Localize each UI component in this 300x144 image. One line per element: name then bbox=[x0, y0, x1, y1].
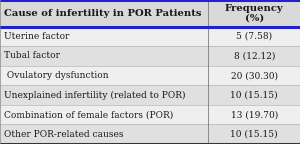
Text: 13 (19.70): 13 (19.70) bbox=[231, 110, 278, 119]
Text: Ovulatory dysfunction: Ovulatory dysfunction bbox=[4, 71, 108, 80]
Text: Cause of infertility in POR Patients: Cause of infertility in POR Patients bbox=[4, 9, 201, 18]
FancyBboxPatch shape bbox=[0, 46, 300, 66]
FancyBboxPatch shape bbox=[0, 124, 300, 144]
Text: Frequency
(%): Frequency (%) bbox=[225, 4, 284, 23]
FancyBboxPatch shape bbox=[0, 85, 300, 105]
Text: 8 (12.12): 8 (12.12) bbox=[234, 52, 275, 60]
Text: Tubal factor: Tubal factor bbox=[4, 52, 60, 60]
Text: 10 (15.15): 10 (15.15) bbox=[230, 130, 278, 139]
Text: Other POR-related causes: Other POR-related causes bbox=[4, 130, 123, 139]
FancyBboxPatch shape bbox=[0, 0, 300, 27]
Text: Combination of female factors (POR): Combination of female factors (POR) bbox=[4, 110, 173, 119]
FancyBboxPatch shape bbox=[0, 66, 300, 85]
FancyBboxPatch shape bbox=[0, 105, 300, 124]
Text: Uterine factor: Uterine factor bbox=[4, 32, 69, 41]
Text: 5 (7.58): 5 (7.58) bbox=[236, 32, 272, 41]
Text: 10 (15.15): 10 (15.15) bbox=[230, 91, 278, 100]
Text: Unexplained infertility (related to POR): Unexplained infertility (related to POR) bbox=[4, 91, 185, 100]
Text: 20 (30.30): 20 (30.30) bbox=[231, 71, 278, 80]
FancyBboxPatch shape bbox=[0, 27, 300, 46]
